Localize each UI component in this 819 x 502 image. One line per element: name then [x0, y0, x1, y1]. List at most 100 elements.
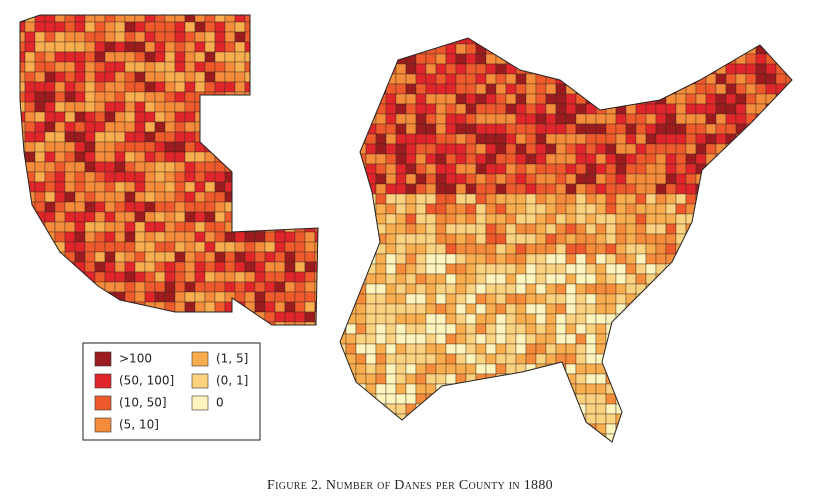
county [214, 261, 226, 273]
county [575, 273, 587, 285]
county [525, 313, 537, 325]
county [525, 133, 537, 145]
county [585, 363, 597, 375]
county [204, 131, 216, 143]
county [134, 91, 146, 103]
county [645, 173, 657, 185]
county [114, 311, 126, 323]
county [104, 131, 116, 143]
county [164, 211, 176, 223]
county [154, 71, 166, 83]
county [34, 271, 46, 283]
county [224, 231, 236, 243]
county [415, 403, 427, 415]
county [184, 181, 196, 193]
county [114, 101, 126, 113]
county [254, 21, 266, 33]
county [775, 133, 787, 145]
county [465, 163, 477, 175]
county [525, 213, 537, 225]
county [365, 223, 377, 235]
county [294, 251, 306, 263]
county [485, 363, 497, 375]
county [745, 293, 757, 305]
county [605, 223, 617, 235]
county [535, 323, 547, 335]
county [304, 181, 316, 193]
county [154, 161, 166, 173]
county [765, 243, 777, 255]
county [385, 283, 397, 295]
county [595, 333, 607, 345]
county [525, 303, 537, 315]
county [605, 173, 617, 185]
county [74, 301, 86, 313]
legend: >100(50, 100](10, 50](5, 10](1, 5](0, 1]… [82, 342, 261, 441]
county [385, 403, 397, 415]
county [515, 333, 527, 345]
county [545, 143, 557, 155]
county [365, 393, 377, 405]
county [485, 83, 497, 95]
county [465, 133, 477, 145]
legend-box [82, 342, 261, 441]
county [595, 403, 607, 415]
county [134, 131, 146, 143]
county [525, 173, 537, 185]
county [304, 31, 316, 43]
county [535, 213, 547, 225]
county [715, 53, 727, 65]
county [635, 243, 647, 255]
county [615, 433, 627, 442]
county [345, 383, 357, 395]
county [405, 363, 417, 375]
county [785, 93, 792, 105]
county [365, 243, 377, 255]
county [725, 423, 737, 435]
county [395, 193, 407, 205]
county [736, 444, 746, 454]
county [214, 301, 226, 313]
county [785, 283, 792, 295]
county [254, 301, 266, 313]
county [144, 201, 156, 213]
county [204, 221, 216, 233]
county [745, 63, 757, 75]
county [535, 293, 547, 305]
county [274, 271, 286, 283]
county [345, 73, 357, 85]
county [104, 21, 116, 33]
county [745, 353, 757, 365]
county [676, 444, 686, 454]
county [655, 173, 667, 185]
county [274, 111, 286, 123]
county [545, 333, 557, 345]
county [665, 353, 677, 365]
county [595, 323, 607, 335]
county [605, 63, 617, 75]
county [595, 153, 607, 165]
county [74, 291, 86, 303]
county [595, 133, 607, 145]
county [685, 323, 697, 335]
county [715, 373, 727, 385]
county [284, 221, 296, 233]
county [234, 231, 246, 243]
county [595, 143, 607, 155]
county [54, 41, 66, 53]
county [104, 321, 116, 325]
county [174, 231, 186, 243]
county [675, 373, 687, 385]
county [495, 223, 507, 235]
county [44, 151, 56, 163]
county [685, 213, 697, 225]
county [174, 101, 186, 113]
county [755, 273, 767, 285]
county [475, 393, 487, 405]
county [625, 43, 637, 55]
county [395, 223, 407, 235]
county [785, 373, 792, 385]
county [375, 303, 387, 315]
county [715, 423, 727, 435]
county [284, 241, 296, 253]
